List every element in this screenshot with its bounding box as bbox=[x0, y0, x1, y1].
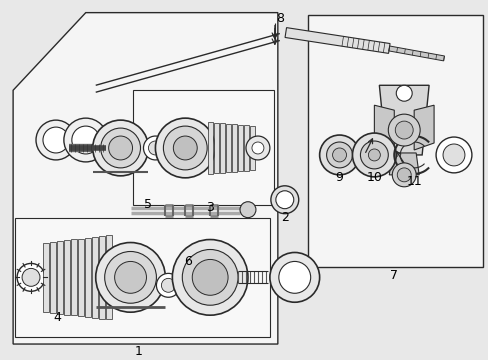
Text: 11: 11 bbox=[406, 175, 421, 188]
Polygon shape bbox=[71, 239, 77, 315]
Circle shape bbox=[332, 148, 346, 162]
Polygon shape bbox=[64, 240, 70, 315]
Text: 1: 1 bbox=[134, 345, 142, 357]
Text: 9: 9 bbox=[335, 171, 343, 184]
Circle shape bbox=[17, 264, 45, 291]
Text: 7: 7 bbox=[389, 269, 397, 282]
Circle shape bbox=[155, 118, 215, 178]
Polygon shape bbox=[249, 126, 254, 170]
Polygon shape bbox=[388, 46, 444, 61]
Circle shape bbox=[394, 121, 412, 139]
Polygon shape bbox=[232, 124, 237, 172]
Polygon shape bbox=[43, 243, 49, 312]
Circle shape bbox=[387, 114, 419, 146]
Polygon shape bbox=[374, 105, 393, 150]
Circle shape bbox=[360, 141, 387, 169]
Circle shape bbox=[143, 136, 167, 160]
Polygon shape bbox=[105, 235, 111, 319]
Circle shape bbox=[173, 136, 197, 160]
Circle shape bbox=[275, 191, 293, 209]
Text: 4: 4 bbox=[53, 311, 61, 324]
Circle shape bbox=[108, 136, 132, 160]
Circle shape bbox=[148, 141, 162, 155]
Polygon shape bbox=[92, 237, 98, 318]
Polygon shape bbox=[413, 105, 433, 150]
Text: 3: 3 bbox=[206, 201, 214, 214]
Circle shape bbox=[442, 144, 464, 166]
Circle shape bbox=[352, 133, 395, 177]
Circle shape bbox=[367, 149, 380, 161]
Circle shape bbox=[22, 269, 40, 286]
Circle shape bbox=[36, 120, 76, 160]
Circle shape bbox=[72, 126, 100, 154]
Circle shape bbox=[172, 239, 247, 315]
Circle shape bbox=[161, 278, 175, 292]
Circle shape bbox=[435, 137, 471, 173]
Circle shape bbox=[182, 249, 238, 305]
Circle shape bbox=[270, 186, 298, 214]
Circle shape bbox=[101, 128, 140, 168]
Polygon shape bbox=[388, 153, 418, 175]
Polygon shape bbox=[50, 242, 56, 313]
Text: 8: 8 bbox=[275, 12, 283, 25]
Polygon shape bbox=[208, 122, 213, 174]
Polygon shape bbox=[238, 125, 243, 171]
Circle shape bbox=[251, 142, 264, 154]
Circle shape bbox=[395, 85, 411, 101]
Polygon shape bbox=[78, 239, 83, 316]
Circle shape bbox=[104, 252, 156, 303]
Polygon shape bbox=[15, 218, 269, 337]
Polygon shape bbox=[307, 15, 482, 267]
Polygon shape bbox=[225, 123, 231, 172]
Circle shape bbox=[240, 202, 255, 218]
Circle shape bbox=[391, 163, 415, 187]
Circle shape bbox=[163, 126, 207, 170]
Polygon shape bbox=[132, 90, 273, 205]
Polygon shape bbox=[84, 238, 91, 317]
Circle shape bbox=[43, 127, 69, 153]
Polygon shape bbox=[99, 236, 104, 319]
Circle shape bbox=[156, 273, 180, 297]
Polygon shape bbox=[285, 28, 389, 53]
Circle shape bbox=[269, 252, 319, 302]
Circle shape bbox=[64, 118, 107, 162]
Text: 2: 2 bbox=[280, 211, 288, 224]
Polygon shape bbox=[57, 241, 63, 314]
Circle shape bbox=[114, 261, 146, 293]
Circle shape bbox=[245, 136, 269, 160]
Circle shape bbox=[278, 261, 310, 293]
Polygon shape bbox=[220, 123, 224, 173]
Circle shape bbox=[96, 243, 165, 312]
Circle shape bbox=[192, 260, 227, 295]
Text: 6: 6 bbox=[184, 255, 192, 268]
Text: 10: 10 bbox=[366, 171, 382, 184]
Circle shape bbox=[319, 135, 359, 175]
Circle shape bbox=[396, 168, 410, 182]
Polygon shape bbox=[13, 13, 277, 344]
Polygon shape bbox=[214, 123, 219, 174]
Text: 5: 5 bbox=[144, 198, 152, 211]
Circle shape bbox=[93, 120, 148, 176]
Circle shape bbox=[326, 142, 352, 168]
Polygon shape bbox=[244, 125, 248, 171]
Polygon shape bbox=[379, 85, 428, 155]
